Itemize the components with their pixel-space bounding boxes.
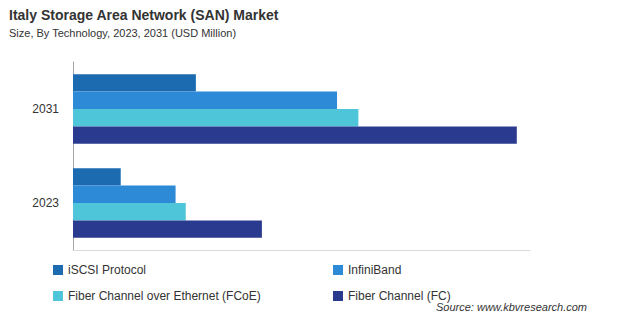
svg-text:Fiber Channel over Ethernet (F: Fiber Channel over Ethernet (FCoE)	[68, 289, 261, 303]
svg-text:Italy Storage Area Network (SA: Italy Storage Area Network (SAN) Market	[9, 7, 279, 23]
svg-text:InfiniBand: InfiniBand	[348, 263, 401, 277]
svg-text:Size, By Technology, 2023, 203: Size, By Technology, 2023, 2031 (USD Mil…	[9, 27, 236, 39]
svg-text:2031: 2031	[32, 102, 59, 116]
svg-text:Source: www.kbvresearch.com: Source: www.kbvresearch.com	[436, 301, 587, 313]
svg-text:Fiber Channel (FC): Fiber Channel (FC)	[348, 289, 451, 303]
svg-text:2023: 2023	[32, 196, 59, 210]
svg-text:iSCSI Protocol: iSCSI Protocol	[68, 263, 146, 277]
